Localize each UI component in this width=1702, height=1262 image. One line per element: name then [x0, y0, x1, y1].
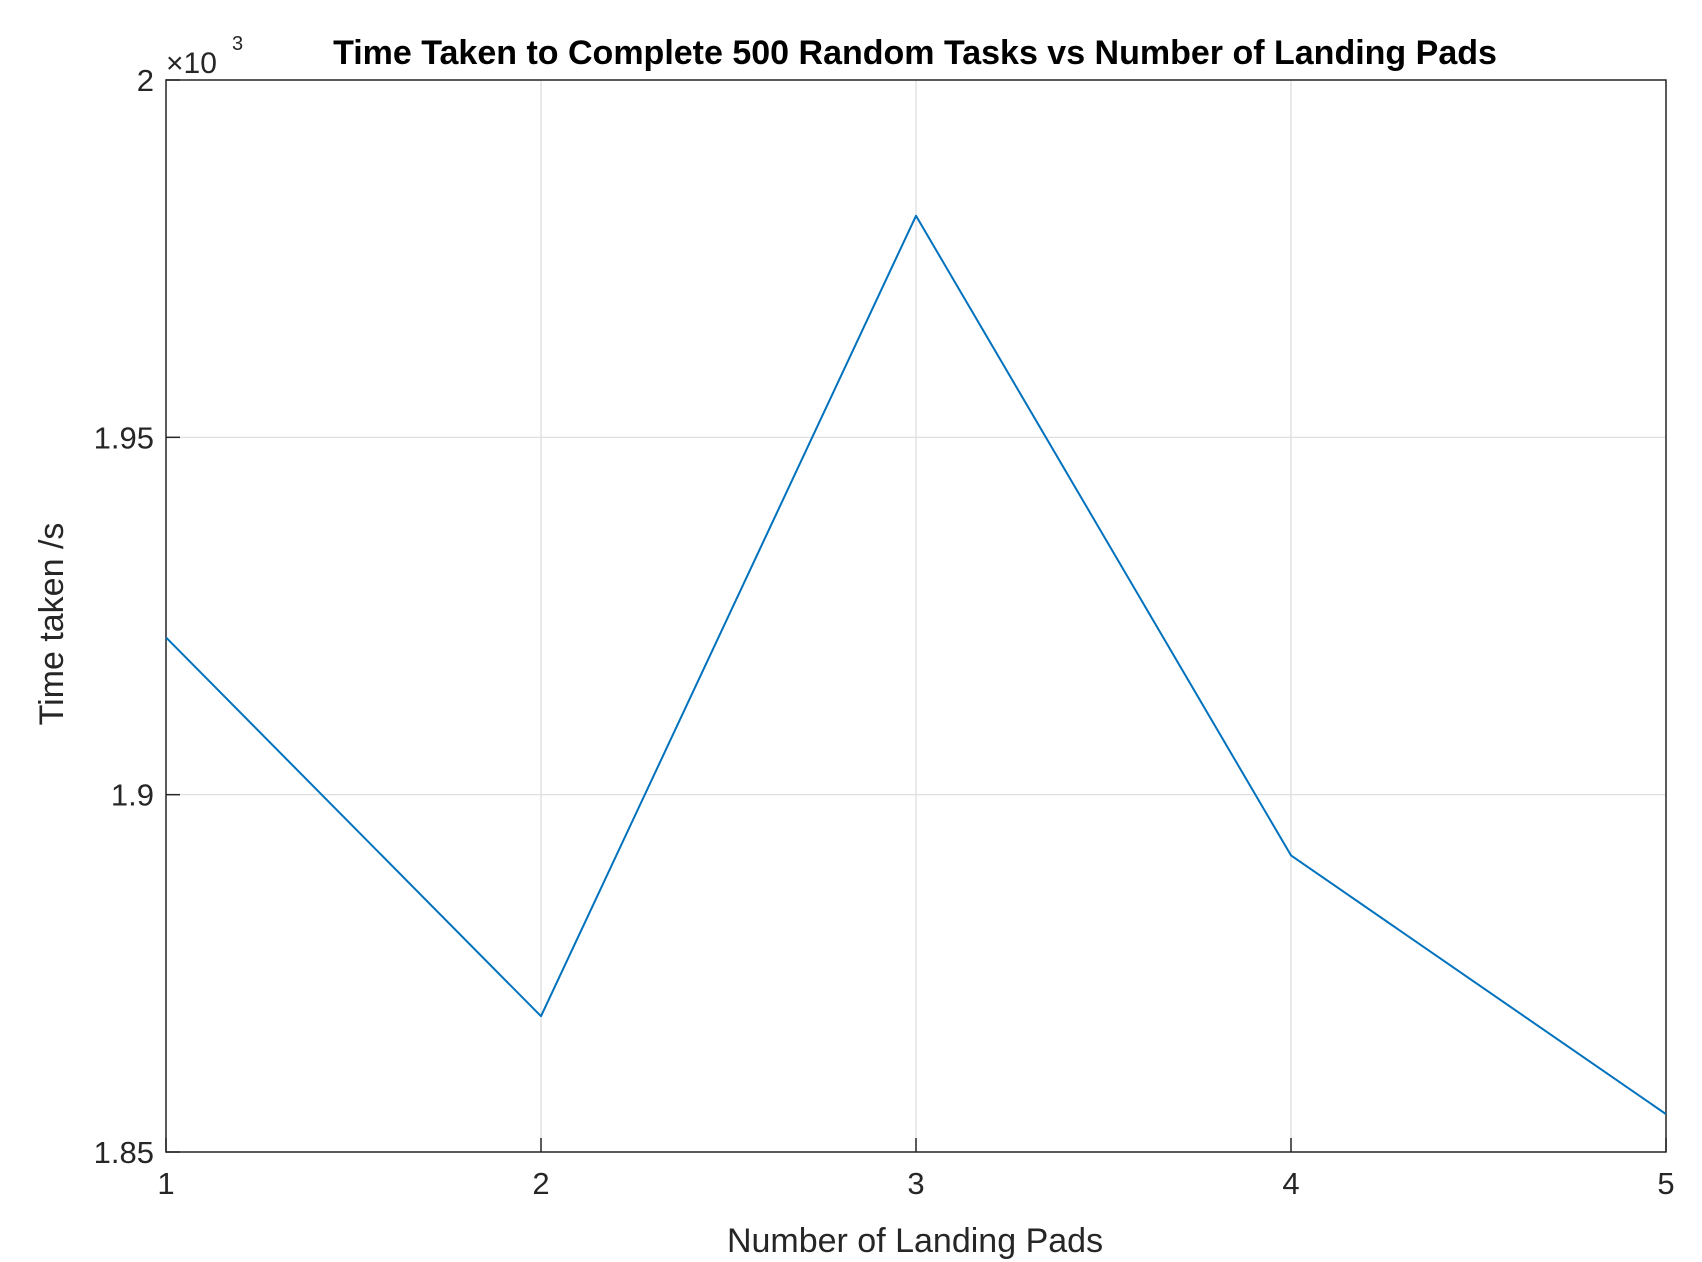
x-tick-label: 5 [1657, 1166, 1674, 1201]
x-tick-labels: 1 2 3 4 5 [157, 1166, 1674, 1201]
y-tick-labels: 1.85 1.9 1.95 2 [94, 63, 154, 1170]
x-axis-label: Number of Landing Pads [727, 1222, 1103, 1260]
series-line [165, 214, 1667, 1115]
axis-ticks [165, 79, 1667, 1153]
y-tick-label: 1.85 [94, 1135, 154, 1170]
y-tick-label: 1.9 [111, 778, 154, 813]
y-tick-label: 1.95 [94, 420, 154, 455]
y-tick-label: 2 [137, 63, 154, 98]
grid-lines [165, 79, 1667, 1153]
chart-title: Time Taken to Complete 500 Random Tasks … [333, 34, 1497, 72]
y-exponent-label: ×10 [166, 47, 217, 80]
x-tick-label: 2 [532, 1166, 549, 1201]
x-tick-label: 3 [907, 1166, 924, 1201]
series-layer [165, 214, 1667, 1115]
y-exponent-power: 3 [232, 33, 243, 55]
x-tick-label: 4 [1282, 1166, 1299, 1201]
x-tick-label: 1 [157, 1166, 174, 1201]
y-axis-label: Time taken /s [33, 523, 71, 726]
